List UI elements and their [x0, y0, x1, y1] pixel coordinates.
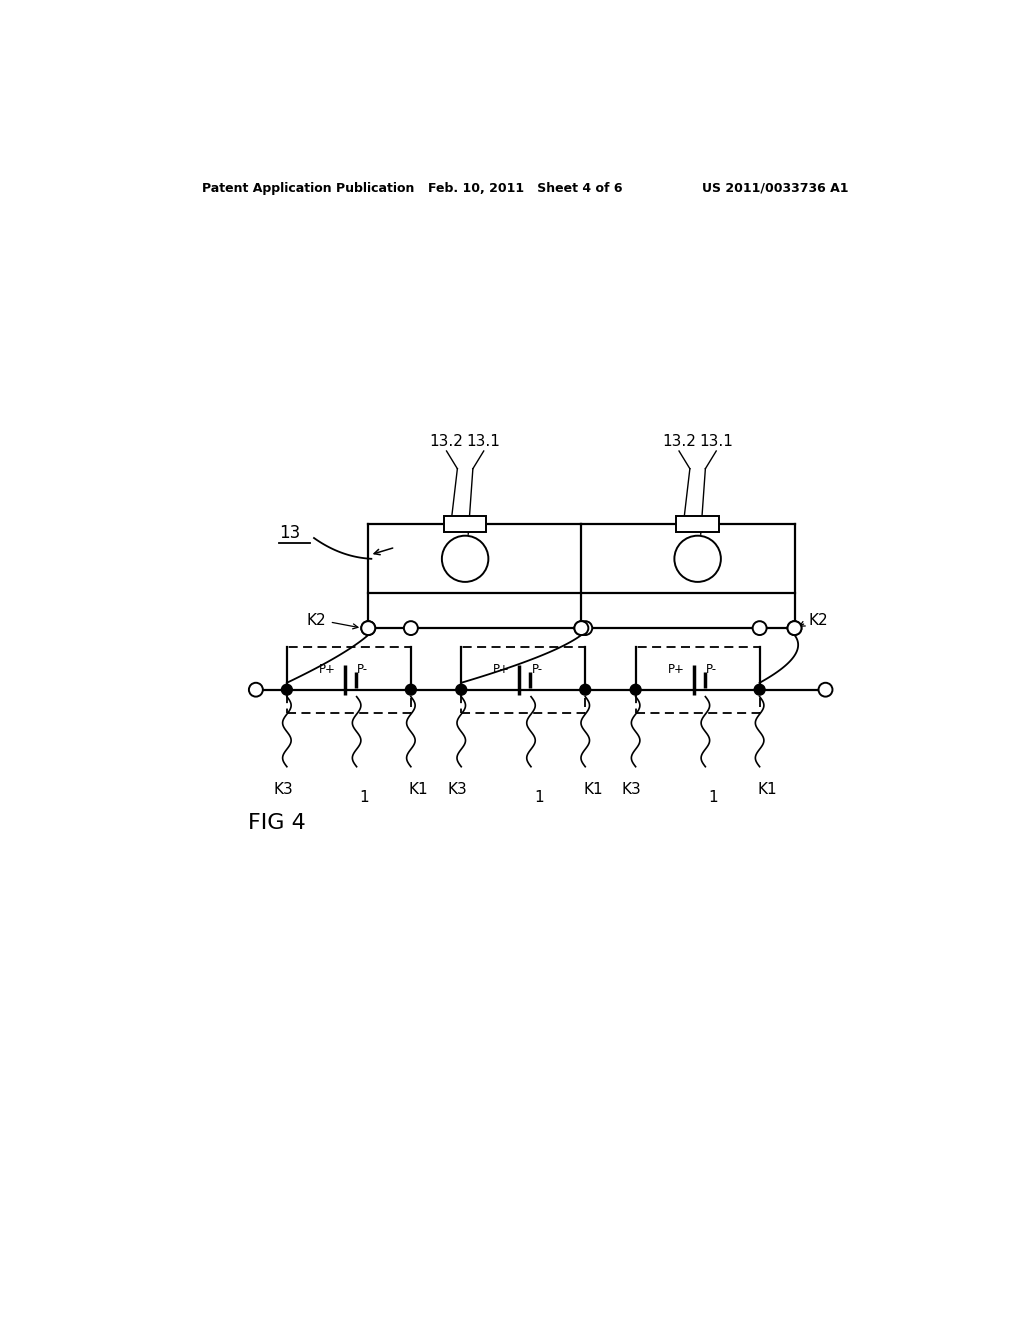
- Text: K3: K3: [622, 781, 642, 797]
- Text: P-: P-: [706, 663, 717, 676]
- Circle shape: [574, 622, 589, 635]
- Text: Patent Application Publication: Patent Application Publication: [202, 182, 414, 194]
- Text: 13.1: 13.1: [467, 434, 501, 449]
- Circle shape: [630, 684, 641, 696]
- Text: K1: K1: [758, 781, 777, 797]
- Text: P-: P-: [531, 663, 543, 676]
- Text: 1: 1: [709, 789, 718, 805]
- Circle shape: [579, 622, 592, 635]
- Circle shape: [406, 684, 417, 696]
- Text: 1: 1: [359, 789, 370, 805]
- Bar: [443, 516, 486, 532]
- Text: Feb. 10, 2011   Sheet 4 of 6: Feb. 10, 2011 Sheet 4 of 6: [428, 182, 622, 194]
- Circle shape: [442, 536, 488, 582]
- Circle shape: [361, 622, 375, 635]
- Circle shape: [675, 536, 721, 582]
- Text: P+: P+: [318, 663, 336, 676]
- Text: US 2011/0033736 A1: US 2011/0033736 A1: [702, 182, 849, 194]
- Text: P+: P+: [494, 663, 510, 676]
- Circle shape: [361, 622, 375, 635]
- Text: 1: 1: [534, 789, 544, 805]
- Circle shape: [403, 622, 418, 635]
- Circle shape: [574, 622, 589, 635]
- Circle shape: [787, 622, 802, 635]
- Bar: [676, 516, 719, 532]
- Text: 13.1: 13.1: [699, 434, 733, 449]
- Circle shape: [818, 682, 833, 697]
- Text: K3: K3: [273, 781, 293, 797]
- Text: 13: 13: [280, 524, 300, 543]
- Circle shape: [456, 684, 467, 696]
- Text: FIG 4: FIG 4: [248, 813, 306, 833]
- Text: K1: K1: [409, 781, 428, 797]
- Circle shape: [282, 684, 292, 696]
- Text: 13.2: 13.2: [430, 434, 464, 449]
- Circle shape: [580, 684, 591, 696]
- Circle shape: [753, 622, 767, 635]
- Circle shape: [755, 684, 765, 696]
- Text: 13.2: 13.2: [663, 434, 696, 449]
- Text: P+: P+: [668, 663, 684, 676]
- Circle shape: [787, 622, 802, 635]
- Text: K1: K1: [584, 781, 603, 797]
- Text: P-: P-: [357, 663, 369, 676]
- Text: K2: K2: [809, 612, 828, 628]
- Circle shape: [249, 682, 263, 697]
- Text: K2: K2: [306, 612, 326, 628]
- Text: K3: K3: [447, 781, 467, 797]
